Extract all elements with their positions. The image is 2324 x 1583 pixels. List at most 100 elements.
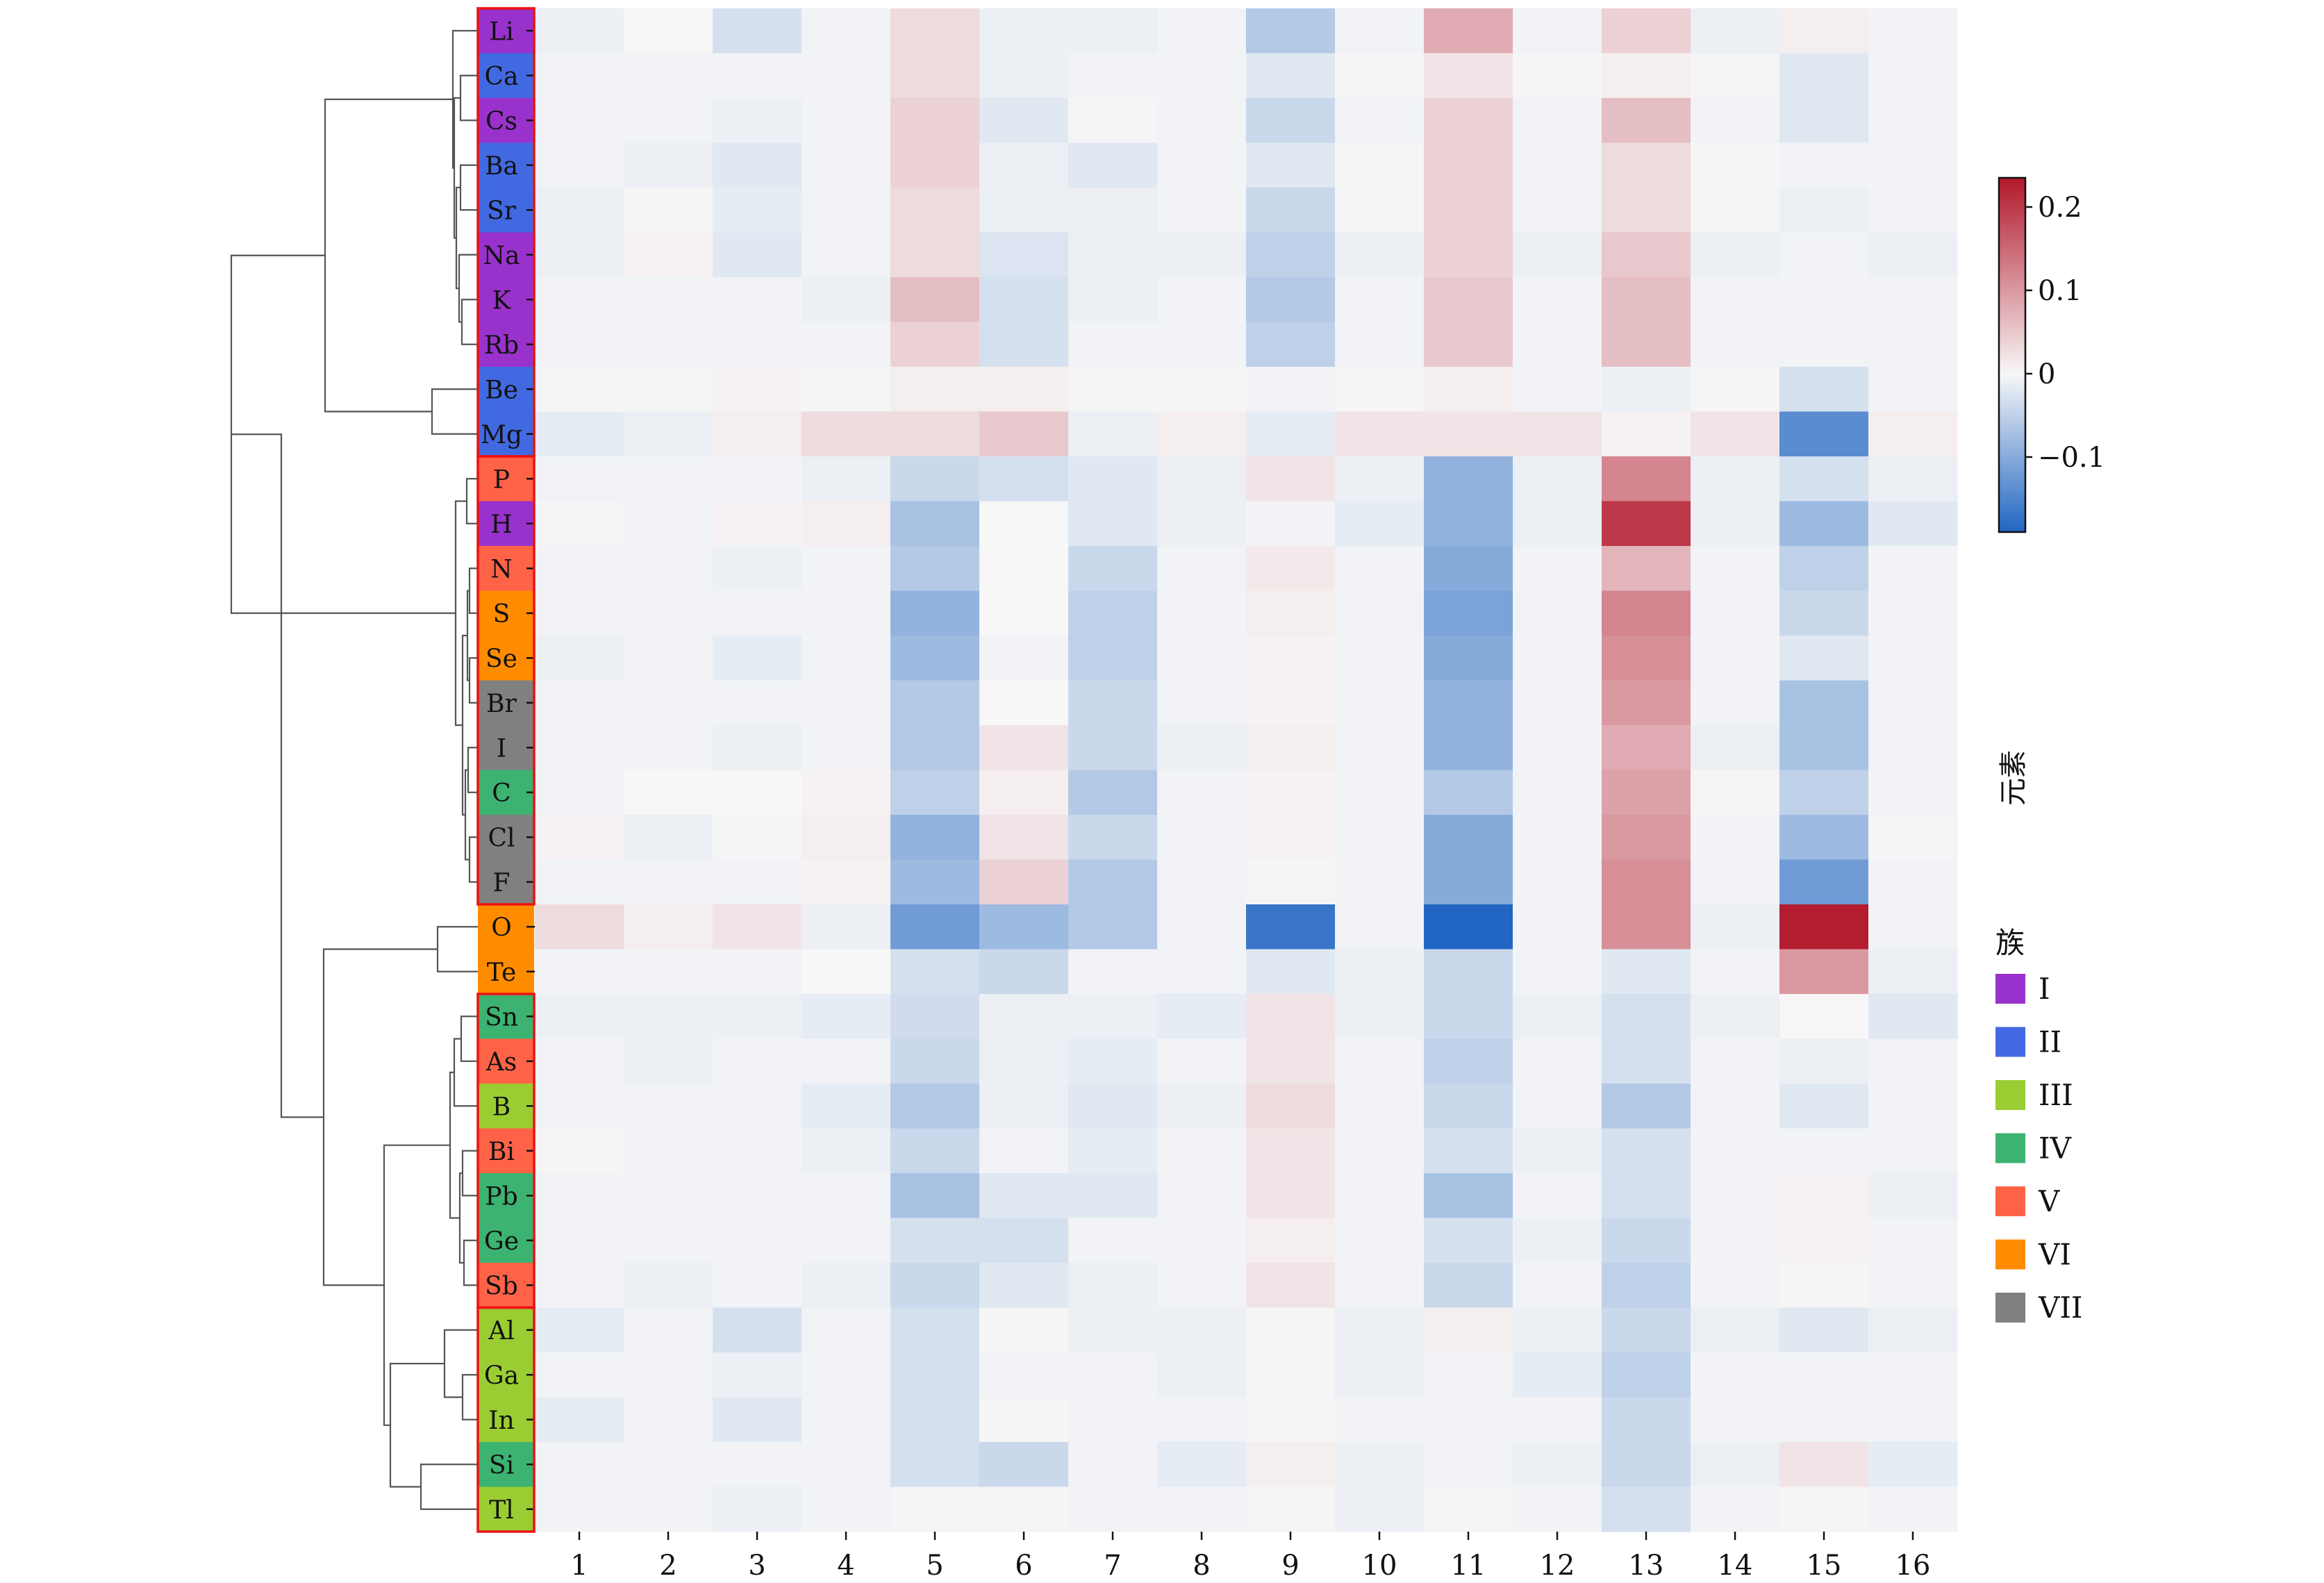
heatmap-cell <box>624 1218 713 1263</box>
heatmap-cell <box>1868 1084 1958 1129</box>
heatmap-cell <box>1779 142 1869 188</box>
heatmap-cell <box>1335 636 1425 681</box>
heatmap-cell <box>1335 1352 1425 1398</box>
heatmap-cell <box>535 904 624 950</box>
heatmap-cell <box>1602 1486 1691 1532</box>
heatmap-cell <box>1868 859 1958 905</box>
heatmap-cell <box>1602 1442 1691 1488</box>
heatmap-cell <box>1513 188 1602 233</box>
column-tick-label: 11 <box>1451 1550 1486 1580</box>
heatmap-cell <box>713 1218 802 1263</box>
row-tick-label: Mg <box>481 421 522 449</box>
heatmap-cell <box>1246 680 1336 726</box>
heatmap-cell <box>1335 815 1425 861</box>
heatmap-cell <box>1335 98 1425 144</box>
heatmap-cell <box>1157 142 1247 188</box>
row-tick-label: Se <box>485 645 517 673</box>
heatmap-cell <box>890 1038 980 1084</box>
heatmap-cell <box>802 1486 891 1532</box>
heatmap-cell <box>802 949 891 995</box>
heatmap-cell <box>979 770 1069 815</box>
heatmap-cell <box>1602 1263 1691 1309</box>
heatmap-cell <box>1246 725 1336 771</box>
heatmap-cell <box>1602 277 1691 323</box>
heatmap-cell <box>1513 501 1602 547</box>
heatmap-cell <box>979 1173 1069 1219</box>
heatmap-cell <box>1779 859 1869 905</box>
heatmap-cell <box>624 770 713 815</box>
heatmap-cell <box>1868 1352 1958 1398</box>
heatmap-cell <box>1513 590 1602 636</box>
heatmap-cell <box>1513 1263 1602 1309</box>
heatmap-cell <box>535 1307 624 1353</box>
heatmap-cell <box>624 994 713 1040</box>
heatmap-cell <box>713 904 802 950</box>
heatmap-cell <box>1779 904 1869 950</box>
heatmap-cell <box>890 815 980 861</box>
heatmap-cell <box>979 904 1069 950</box>
heatmap-cell <box>1424 636 1513 681</box>
heatmap-cell <box>1868 1128 1958 1174</box>
heatmap-cell <box>624 232 713 278</box>
heatmap-cell <box>624 1307 713 1353</box>
heatmap-cell <box>802 904 891 950</box>
heatmap-cell <box>1513 456 1602 502</box>
legend-label: III <box>2039 1078 2073 1112</box>
heatmap-cell <box>1335 142 1425 188</box>
heatmap-cell <box>1068 1486 1158 1532</box>
heatmap-cell <box>1157 501 1247 547</box>
heatmap-cell <box>1335 367 1425 413</box>
heatmap-cell <box>1779 98 1869 144</box>
heatmap-cell <box>624 859 713 905</box>
dendrogram-link <box>389 1363 445 1488</box>
heatmap-cell <box>979 1038 1069 1084</box>
heatmap-cell <box>1779 1263 1869 1309</box>
heatmap-cell <box>1246 1307 1336 1353</box>
heatmap-cell <box>890 411 980 457</box>
heatmap-cell <box>713 680 802 726</box>
heatmap-cell <box>1691 411 1780 457</box>
heatmap-cell <box>1246 815 1336 861</box>
heatmap-cell <box>979 680 1069 726</box>
heatmap-cell <box>890 590 980 636</box>
heatmap-cell <box>1246 1084 1336 1129</box>
heatmap-cell <box>1602 98 1691 144</box>
heatmap-cell <box>1157 1038 1247 1084</box>
row-tick-label: O <box>491 913 512 942</box>
heatmap-cell <box>1246 546 1336 592</box>
heatmap-cell <box>979 949 1069 995</box>
heatmap-cell <box>624 98 713 144</box>
heatmap-cell <box>713 1352 802 1398</box>
heatmap-cell <box>1424 188 1513 233</box>
heatmap-cell <box>713 725 802 771</box>
heatmap-cell <box>713 949 802 995</box>
heatmap-cell <box>1868 277 1958 323</box>
heatmap-cell <box>1868 142 1958 188</box>
legend-title: 族 <box>1995 926 2025 960</box>
heatmap-cell <box>1068 1084 1158 1129</box>
heatmap-cell <box>1068 456 1158 502</box>
heatmap-cell <box>1691 232 1780 278</box>
cluster-box <box>476 455 536 906</box>
heatmap-cell <box>890 8 980 54</box>
heatmap-cell <box>624 725 713 771</box>
element-group-swatch <box>478 590 534 636</box>
heatmap-cell <box>890 1263 980 1309</box>
heatmap-cell <box>1246 1486 1336 1532</box>
heatmap-cell <box>1513 142 1602 188</box>
element-group-swatch <box>478 367 534 413</box>
heatmap-cell <box>535 725 624 771</box>
heatmap-cell <box>1602 994 1691 1040</box>
dendrogram-link <box>383 1144 450 1426</box>
heatmap-cell <box>1068 815 1158 861</box>
heatmap-cell <box>1868 411 1958 457</box>
dendrogram-link <box>460 1016 478 1062</box>
heatmap-cell <box>1513 1038 1602 1084</box>
colorbar-tick-label: 0.1 <box>2038 275 2082 307</box>
heatmap-cell <box>1068 232 1158 278</box>
heatmap-cell <box>1424 725 1513 771</box>
heatmap-cell <box>624 636 713 681</box>
heatmap-cell <box>1424 590 1513 636</box>
element-group-swatch <box>478 98 534 144</box>
